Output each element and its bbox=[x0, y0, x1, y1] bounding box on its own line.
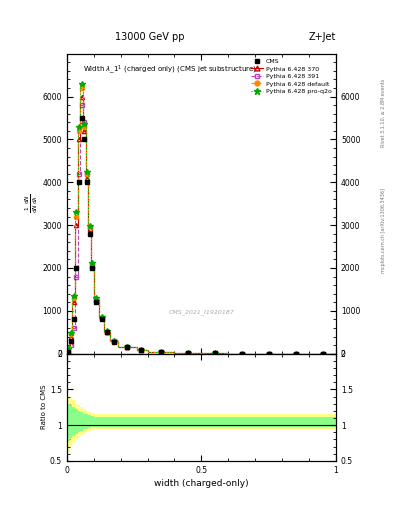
Y-axis label: Ratio to CMS: Ratio to CMS bbox=[41, 385, 47, 430]
Legend: CMS, Pythia 6.428 370, Pythia 6.428 391, Pythia 6.428 default, Pythia 6.428 pro-: CMS, Pythia 6.428 370, Pythia 6.428 391,… bbox=[248, 56, 334, 97]
Text: mcplots.cern.ch [arXiv:1306.3436]: mcplots.cern.ch [arXiv:1306.3436] bbox=[381, 188, 386, 273]
Text: Z+Jet: Z+Jet bbox=[309, 32, 336, 42]
Text: 13000 GeV pp: 13000 GeV pp bbox=[115, 32, 184, 42]
Text: Rivet 3.1.10, ≥ 2.8M events: Rivet 3.1.10, ≥ 2.8M events bbox=[381, 78, 386, 147]
X-axis label: width (charged-only): width (charged-only) bbox=[154, 479, 249, 488]
Text: CMS_2021_I1920187: CMS_2021_I1920187 bbox=[169, 309, 234, 315]
Y-axis label: $\frac{1}{\mathrm{d}N} \frac{\mathrm{d}N}{\mathrm{d}\lambda}$: $\frac{1}{\mathrm{d}N} \frac{\mathrm{d}N… bbox=[23, 194, 40, 214]
Text: Width $\lambda$_1$^1$ (charged only) (CMS jet substructure): Width $\lambda$_1$^1$ (charged only) (CM… bbox=[83, 63, 257, 76]
